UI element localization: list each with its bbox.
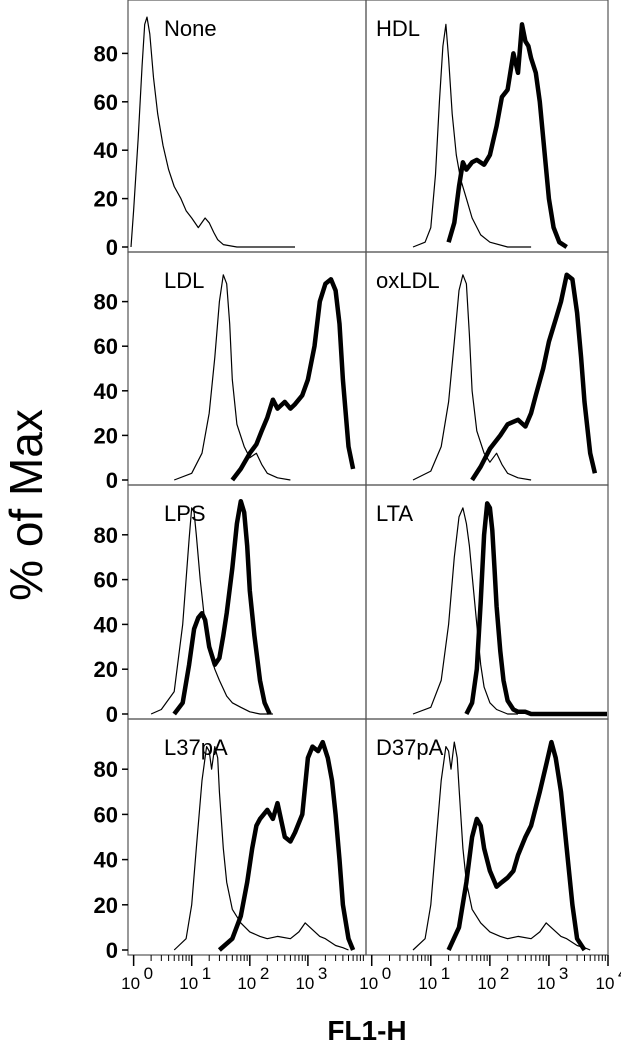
y-tick-label: 20 bbox=[94, 423, 118, 448]
y-tick-label: 0 bbox=[106, 468, 118, 493]
panel-hdl: HDL bbox=[365, 0, 609, 253]
panel-lta: LTA bbox=[365, 484, 609, 720]
y-tick-label: 0 bbox=[106, 938, 118, 963]
panel-label: HDL bbox=[376, 16, 420, 41]
x-tick-exponent: 3 bbox=[318, 964, 327, 983]
y-axis-label: % of Max bbox=[0, 409, 52, 601]
panel-none: None bbox=[127, 0, 367, 253]
x-tick-label: 10 bbox=[418, 974, 437, 993]
x-tick-label: 10 bbox=[477, 974, 496, 993]
x-tick-label: 10 bbox=[536, 974, 555, 993]
panel-label: None bbox=[164, 16, 217, 41]
x-axis-ticks: 100101102103100101102103104 bbox=[121, 955, 621, 993]
y-tick-label: 80 bbox=[94, 757, 118, 782]
x-tick-exponent: 1 bbox=[441, 964, 450, 983]
y-tick-label: 40 bbox=[94, 138, 118, 163]
x-tick-exponent: 4 bbox=[618, 964, 621, 983]
histogram-treated-line bbox=[446, 22, 568, 249]
y-tick-label: 20 bbox=[94, 657, 118, 682]
x-tick-label: 10 bbox=[295, 974, 314, 993]
x-tick-exponent: 0 bbox=[382, 964, 391, 983]
histogram-control-line bbox=[412, 507, 518, 715]
y-tick-label: 60 bbox=[94, 90, 118, 115]
x-tick-label: 10 bbox=[179, 974, 198, 993]
y-tick-label: 40 bbox=[94, 848, 118, 873]
y-tick-label: 40 bbox=[94, 612, 118, 637]
y-tick-label: 60 bbox=[94, 334, 118, 359]
y-tick-label: 0 bbox=[106, 235, 118, 260]
panel-l37pa: L37pA bbox=[127, 718, 367, 956]
histogram-treated-line bbox=[172, 498, 272, 716]
histogram-treated-line bbox=[446, 739, 587, 952]
y-tick-label: 60 bbox=[94, 568, 118, 593]
x-tick-label: 10 bbox=[121, 974, 140, 993]
histogram-treated-line bbox=[217, 739, 356, 952]
x-tick-label: 10 bbox=[359, 974, 378, 993]
y-tick-label: 80 bbox=[94, 523, 118, 548]
y-tick-label: 20 bbox=[94, 187, 118, 212]
y-tick-label: 0 bbox=[106, 702, 118, 727]
histogram-treated-line bbox=[464, 501, 607, 717]
panel-d37pa: D37pA bbox=[365, 718, 609, 956]
y-tick-label: 20 bbox=[94, 893, 118, 918]
x-tick-exponent: 1 bbox=[202, 964, 211, 983]
x-tick-label: 10 bbox=[596, 974, 615, 993]
x-tick-exponent: 0 bbox=[144, 964, 153, 983]
histogram-control-line bbox=[130, 16, 295, 248]
panel-label: L37pA bbox=[164, 735, 228, 760]
y-tick-label: 80 bbox=[94, 290, 118, 315]
panel-lps: LPS bbox=[127, 484, 367, 720]
y-tick-label: 80 bbox=[94, 41, 118, 66]
x-axis-label: FL1-H bbox=[327, 1015, 406, 1046]
histogram-panels: None HDL LDL oxLDL LPS LTA L37pA D37pA bbox=[127, 0, 609, 956]
histogram-control-line bbox=[412, 23, 532, 248]
histogram-control-line bbox=[173, 274, 291, 481]
histogram-treated-line bbox=[470, 272, 598, 482]
y-tick-label: 40 bbox=[94, 379, 118, 404]
y-tick-label: 60 bbox=[94, 802, 118, 827]
panel-oxldl: oxLDL bbox=[365, 251, 609, 486]
histogram-treated-line bbox=[230, 277, 356, 482]
histogram-control-line bbox=[412, 741, 591, 951]
histogram-control-line bbox=[173, 745, 349, 951]
panel-label: D37pA bbox=[376, 735, 444, 760]
x-tick-exponent: 2 bbox=[500, 964, 509, 983]
x-tick-label: 10 bbox=[237, 974, 256, 993]
x-tick-exponent: 2 bbox=[260, 964, 269, 983]
histogram-control-line bbox=[412, 274, 532, 481]
histogram-control-line bbox=[150, 507, 273, 715]
panel-label: oxLDL bbox=[376, 268, 440, 293]
x-tick-exponent: 3 bbox=[559, 964, 568, 983]
y-axis-ticks: 0 20 40 60 80 0 20 40 60 80 0 20 40 60 80 0 20 40 60 80 bbox=[94, 41, 128, 963]
panel-label: LPS bbox=[164, 501, 206, 526]
panel-ldl: LDL bbox=[127, 251, 367, 486]
panel-label: LTA bbox=[376, 501, 413, 526]
panel-label: LDL bbox=[164, 268, 204, 293]
